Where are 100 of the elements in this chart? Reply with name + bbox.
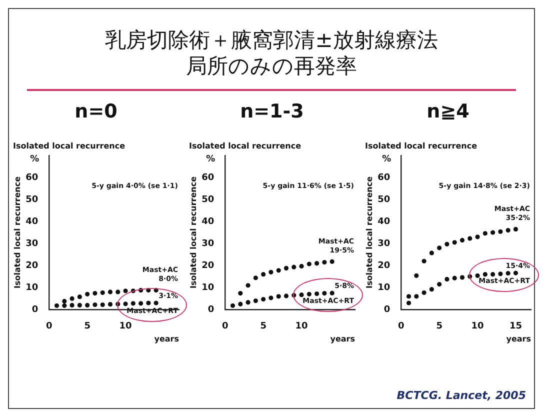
point [238,302,243,306]
point [429,250,434,256]
point [437,246,442,250]
point [261,272,266,277]
point [70,296,74,301]
point [330,290,334,296]
y-tick-label: 40 [378,216,390,227]
point [468,236,472,241]
point [513,226,518,232]
point [506,270,510,276]
point [116,290,120,294]
point [475,273,480,278]
point [299,264,304,269]
point [276,268,281,273]
y-tick-label: 10 [26,282,38,293]
point [108,302,113,307]
text: 局所のみの再発率 [185,53,358,79]
y-tick-label: 50 [202,194,214,205]
y-tick-label: 0 [32,304,38,315]
point [268,296,274,300]
point [253,298,258,304]
point [406,294,412,299]
point [85,302,90,308]
point [330,259,334,264]
y-tick-label: 30 [26,238,38,249]
point [92,291,98,296]
x-axis-title: years [506,334,532,344]
point [100,302,105,308]
y-tick-label: 20 [378,260,390,271]
point [92,302,98,308]
point [322,260,327,265]
y-axis-title: Isolated local recurrence [12,176,22,289]
x-tick-label: 0 [398,321,404,332]
point [246,283,250,288]
text: % [30,154,40,165]
point [54,303,60,308]
point [253,276,258,280]
point [238,291,243,296]
point [475,234,480,240]
y-tick-label: 10 [202,282,214,293]
point [422,290,426,295]
point [513,270,518,276]
point [498,229,503,234]
point [306,292,312,296]
text: % [382,154,392,165]
point [284,294,289,298]
x-tick-label: 5 [436,321,442,332]
point [268,270,274,274]
point [444,276,450,282]
point [482,231,488,236]
chart-title: n≧4 [426,100,470,122]
x-tick-label: 10 [295,321,308,332]
y-tick-label: 60 [26,172,38,183]
y-axis-title: Isolated local recurrence [364,176,374,289]
point [261,296,266,302]
point [130,301,136,306]
text: % [206,154,216,165]
x-axis-title: years [330,334,356,344]
y-tick-label: 50 [378,194,390,205]
y-tick-label: 40 [26,216,38,227]
y-tick-label: 0 [384,304,390,315]
x-tick-label: 0 [46,321,52,332]
point [138,301,144,306]
point [100,290,105,295]
point [460,238,465,243]
y-tick-label: 30 [202,238,214,249]
point [154,300,158,306]
point [306,262,312,266]
y-tick-label: 60 [378,172,390,183]
point [77,302,82,308]
chart-title: n=0 [74,100,118,122]
x-tick-label: 5 [260,321,266,332]
y-tick-label: 20 [26,260,38,271]
point [146,300,151,306]
text: BCTCG. Lancet, 2005 [396,389,526,402]
point [246,300,250,305]
point [62,303,67,308]
point [314,291,320,296]
point [108,290,113,294]
chart-subtitle: Isolated local recurrence [13,142,126,151]
point [62,298,67,304]
point [452,276,457,280]
point [498,272,503,276]
y-tick-label: 30 [378,238,390,249]
point [123,288,128,294]
y-axis-title: Isolated local recurrence [188,176,198,289]
point [299,292,304,298]
point [70,302,74,308]
y-tick-label: 0 [208,304,214,315]
point [85,292,90,296]
y-tick-label: 40 [202,216,214,227]
point [276,294,281,299]
point [284,266,289,270]
chart-subtitle: Isolated local recurrence [189,142,302,151]
text: 乳房切除術＋腋窩郭清±放射線療法 [104,27,439,53]
point [230,303,236,308]
x-tick-label: 0 [222,321,228,332]
point [490,230,496,235]
point [444,242,450,246]
point [506,228,510,233]
